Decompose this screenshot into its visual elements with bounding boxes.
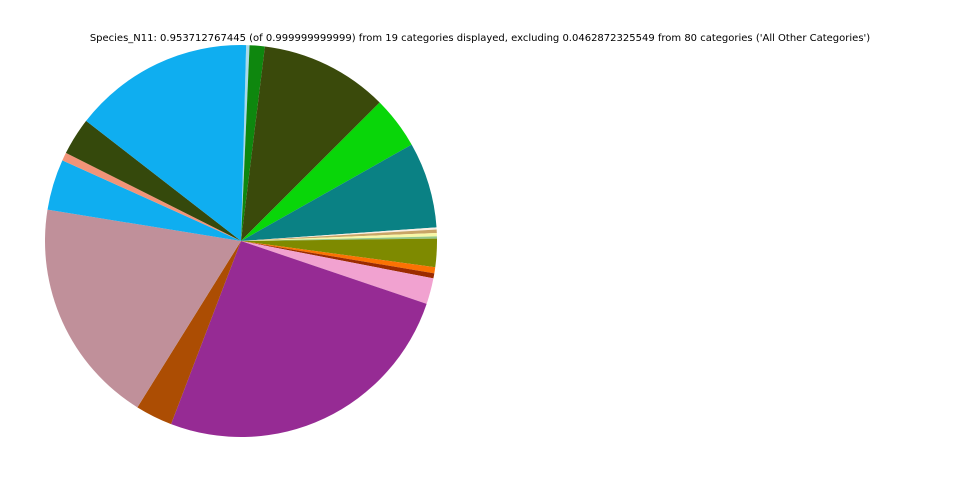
pie-slice-pink [241, 241, 434, 304]
pie-slice-dark-olive [241, 46, 380, 242]
pie-slice-dark-olive-left [65, 120, 242, 241]
pie-slice-dark-brick [241, 241, 435, 279]
pie-slice-pale-blue-sliver [241, 45, 250, 241]
pie-slice-sky-blue-small [47, 160, 241, 241]
pie-slice-salmon-sliver [62, 152, 241, 241]
pie-slice-teal [241, 144, 437, 241]
pie-slice-sky-blue-large [86, 45, 247, 241]
pie-slice-tan [241, 229, 437, 241]
pie-slice-green [241, 45, 265, 241]
pie-slice-rust-brown [137, 241, 241, 425]
pie-slice-purple [171, 241, 427, 437]
chart-title: Species_N11: 0.953712767445 (of 0.999999… [89, 33, 871, 44]
pie-slice-orange [241, 241, 436, 274]
pie-slice-pale-green [241, 236, 437, 241]
pie-slice-bright-green [241, 102, 412, 241]
pie-slice-pale-yellow [241, 232, 437, 241]
pie-slice-off-white-sliver [241, 227, 437, 241]
pie-slice-rosy-brown [44, 209, 242, 408]
pie-slice-olive [241, 238, 438, 268]
